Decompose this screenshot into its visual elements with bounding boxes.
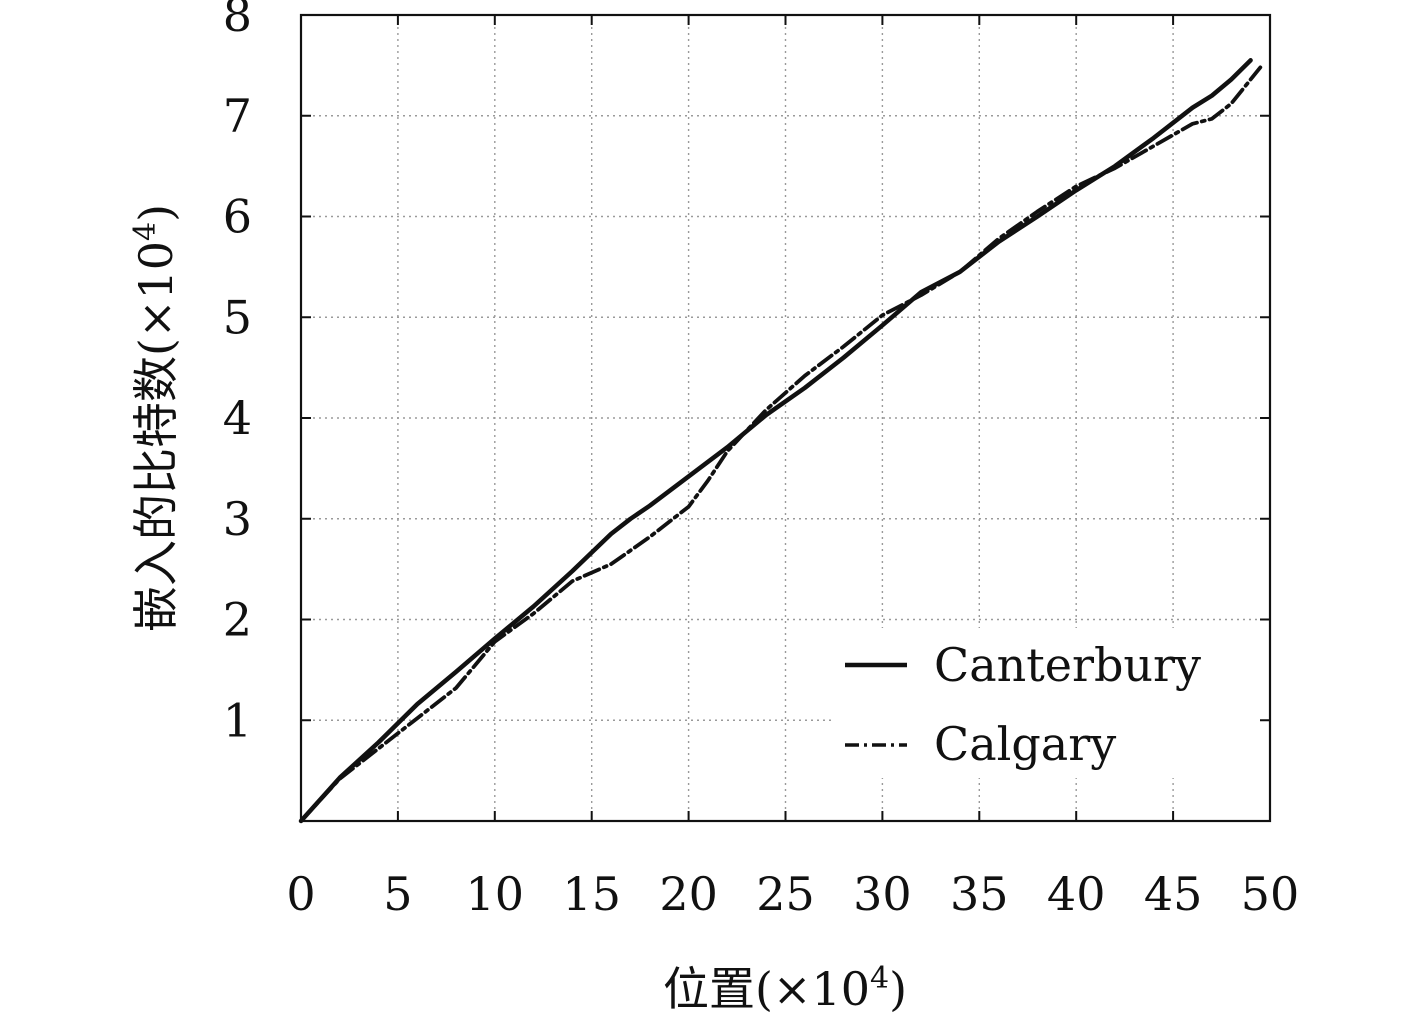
x-axis-label-exponent: 4 bbox=[870, 961, 889, 996]
legend: Canterbury Calgary bbox=[832, 628, 1257, 778]
series-line-calgary bbox=[299, 65, 1263, 823]
legend-label-canterbury: Canterbury bbox=[934, 638, 1201, 692]
x-tick-label-15: 15 bbox=[562, 867, 621, 921]
x-tick-label-5: 5 bbox=[383, 867, 412, 921]
y-tick-label-2: 2 bbox=[223, 593, 252, 647]
x-tick-label-50: 50 bbox=[1241, 867, 1300, 921]
y-axis-label-main: 嵌入的比特数 bbox=[129, 356, 183, 632]
legend-label-calgary: Calgary bbox=[934, 717, 1116, 771]
y-axis-label: 嵌入的比特数(×104) bbox=[128, 204, 184, 632]
y-tick-label-1: 1 bbox=[223, 693, 252, 747]
y-tick-label-5: 5 bbox=[223, 290, 252, 344]
x-tick-label-40: 40 bbox=[1047, 867, 1106, 921]
axis-ticks bbox=[300, 14, 1271, 821]
x-axis-label-unit: (×10 bbox=[755, 962, 870, 1016]
y-tick-label-3: 3 bbox=[223, 492, 252, 546]
x-tick-label-0: 0 bbox=[286, 867, 315, 921]
y-tick-label-4: 4 bbox=[223, 391, 252, 445]
y-axis-label-unit: (×10 bbox=[129, 241, 183, 356]
x-axis-label: 位置(×104) bbox=[663, 961, 907, 1016]
x-tick-label-10: 10 bbox=[466, 867, 525, 921]
y-tick-label-6: 6 bbox=[223, 190, 252, 244]
grid-lines bbox=[301, 15, 1270, 821]
y-axis-label-exponent: 4 bbox=[128, 222, 163, 241]
y-tick-label-8: 8 bbox=[223, 0, 252, 42]
x-tick-label-25: 25 bbox=[756, 867, 815, 921]
x-tick-label-20: 20 bbox=[659, 867, 718, 921]
series-lines bbox=[298, 58, 1263, 824]
x-tick-label-35: 35 bbox=[950, 867, 1009, 921]
legend-background bbox=[832, 628, 1257, 778]
y-tick-label-7: 7 bbox=[223, 89, 252, 143]
x-axis-label-main: 位置 bbox=[663, 962, 755, 1016]
x-axis-label-end: ) bbox=[889, 962, 907, 1016]
x-tick-label-30: 30 bbox=[853, 867, 912, 921]
x-tick-label-45: 45 bbox=[1144, 867, 1203, 921]
y-axis-label-end: ) bbox=[129, 204, 183, 222]
series-line-canterbury bbox=[298, 58, 1253, 824]
